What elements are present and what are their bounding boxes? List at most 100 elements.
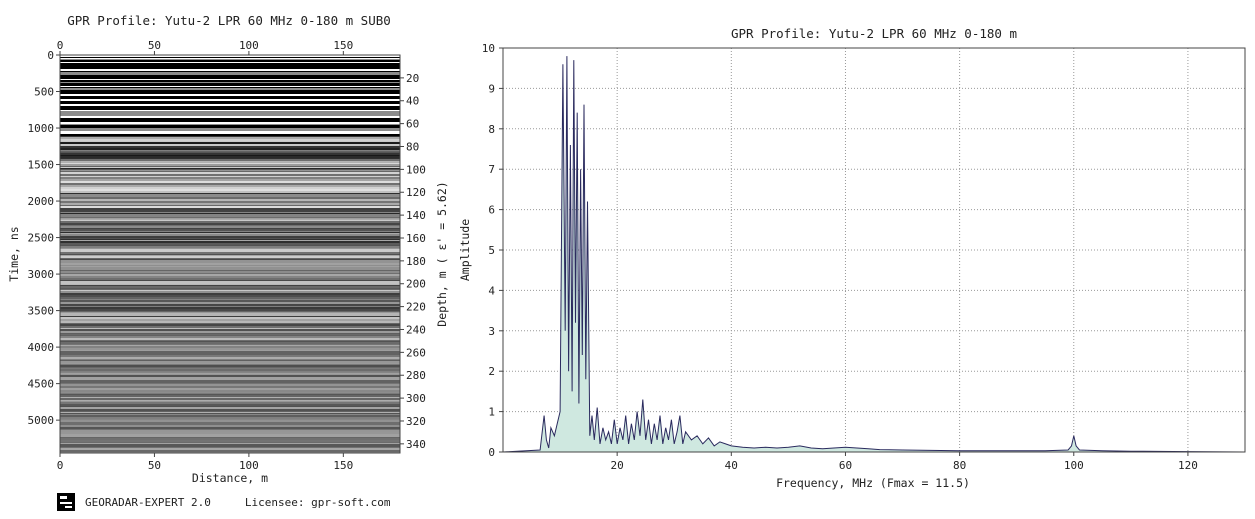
reflector-band — [60, 225, 400, 226]
reflector-band — [60, 429, 400, 430]
reflector-band — [60, 155, 400, 156]
reflector-band — [60, 386, 400, 388]
reflector-band — [60, 238, 400, 239]
reflector-band — [60, 162, 400, 163]
reflector-band — [60, 163, 400, 164]
reflector-band — [60, 304, 400, 306]
y2-tick-label: 140 — [406, 209, 426, 222]
reflector-band — [60, 361, 400, 363]
y2-tick-label: 20 — [406, 72, 419, 85]
reflector-band — [60, 139, 400, 141]
reflector-band — [60, 401, 400, 402]
reflector-band — [60, 118, 400, 120]
reflector-band — [60, 254, 400, 255]
reflector-band — [60, 321, 400, 323]
reflector-band — [60, 259, 400, 260]
reflector-band — [60, 226, 400, 228]
reflector-band — [60, 234, 400, 236]
reflector-band — [60, 252, 400, 254]
reflector-band — [60, 375, 400, 377]
reflector-band — [60, 307, 400, 309]
reflector-band — [60, 442, 400, 443]
reflector-band — [60, 288, 400, 289]
reflector-band — [60, 239, 400, 240]
reflector-band — [60, 194, 400, 197]
reflector-band — [60, 179, 400, 181]
reflector-band — [60, 88, 400, 89]
y2-tick-label: 80 — [406, 140, 419, 153]
reflector-band — [60, 218, 400, 219]
reflector-band — [60, 212, 400, 213]
reflector-band — [60, 286, 400, 288]
reflector-band — [60, 432, 400, 434]
reflector-band — [60, 406, 400, 407]
reflector-band — [60, 106, 400, 107]
reflector-band — [60, 302, 400, 304]
y-tick-label: 4500 — [28, 378, 55, 391]
reflector-band — [60, 324, 400, 326]
reflector-band — [60, 447, 400, 448]
reflector-band — [60, 338, 400, 340]
reflector-band — [60, 233, 400, 234]
reflector-band — [60, 334, 400, 335]
reflector-band — [60, 124, 400, 125]
reflector-band — [60, 105, 400, 106]
reflector-band — [60, 205, 400, 206]
x-tick-label: 150 — [333, 39, 353, 52]
reflector-band — [60, 84, 400, 86]
reflector-band — [60, 260, 400, 263]
reflector-band — [60, 189, 400, 191]
reflector-band — [60, 174, 400, 176]
reflector-band — [60, 434, 400, 437]
reflector-band — [60, 150, 400, 151]
y2-tick-label: 320 — [406, 415, 426, 428]
reflector-band — [60, 380, 400, 383]
y-tick-label: 4000 — [28, 341, 55, 354]
y2-tick-label: 280 — [406, 369, 426, 382]
reflector-band — [60, 143, 400, 144]
reflector-band — [60, 323, 400, 324]
reflector-band — [60, 440, 400, 442]
y-tick-label: 3500 — [28, 305, 55, 318]
y-tick-label: 5 — [488, 244, 495, 257]
reflector-band — [60, 193, 400, 194]
reflector-band — [60, 297, 400, 299]
reflector-band — [60, 255, 400, 256]
reflector-band — [60, 444, 400, 447]
reflector-band — [60, 388, 400, 389]
reflector-band — [60, 208, 400, 210]
reflector-band — [60, 243, 400, 245]
reflector-band — [60, 280, 400, 281]
reflector-band — [60, 317, 400, 319]
amplitude-axis: 0 1 2 3 4 5 6 7 8 9 10 — [482, 42, 503, 459]
reflector-band — [60, 389, 400, 390]
reflector-band — [60, 271, 400, 273]
reflector-band — [60, 340, 400, 341]
reflector-band — [60, 220, 400, 221]
reflector-band — [60, 290, 400, 291]
reflector-band — [60, 335, 400, 336]
reflector-band — [60, 183, 400, 185]
reflector-band — [60, 113, 400, 116]
reflector-band — [60, 131, 400, 133]
y-tick-label: 2500 — [28, 232, 55, 245]
reflector-band — [60, 367, 400, 368]
reflector-band — [60, 311, 400, 312]
y-tick-label: 0 — [488, 446, 495, 459]
reflector-band — [60, 72, 400, 75]
reflector-band — [60, 285, 400, 286]
reflector-band — [60, 177, 400, 179]
reflector-band — [60, 185, 400, 187]
top-distance-axis: 0 50 100 150 — [57, 39, 353, 55]
y2-tick-label: 340 — [406, 438, 426, 451]
reflector-band — [60, 411, 400, 412]
reflector-band — [60, 94, 400, 96]
reflector-band — [60, 384, 400, 386]
reflector-band — [60, 353, 400, 355]
y2-tick-label: 240 — [406, 323, 426, 336]
reflector-band — [60, 246, 400, 248]
reflector-band — [60, 331, 400, 333]
reflector-band — [60, 333, 400, 334]
reflector-band — [60, 413, 400, 414]
reflector-band — [60, 363, 400, 364]
